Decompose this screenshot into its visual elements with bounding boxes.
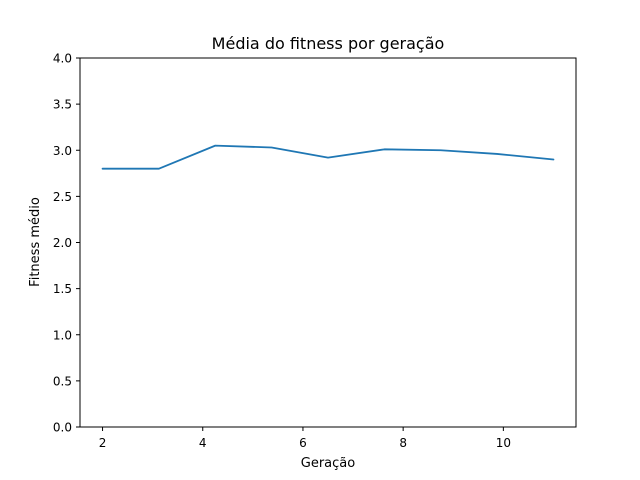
y-axis-ticks: 0.0 0.5 1.0 1.5 2.0 2.5 3.0 3.5 4.0 (53, 52, 80, 435)
y-tick-label: 3.0 (53, 144, 72, 158)
x-tick-label: 8 (399, 436, 407, 450)
x-axis-label: Geração (301, 456, 355, 471)
x-tick-label: 10 (496, 436, 511, 450)
y-tick-label: 2.0 (53, 236, 72, 250)
y-axis-label: Fitness médio (28, 197, 43, 287)
x-tick-label: 4 (199, 436, 207, 450)
y-tick-label: 0.0 (53, 421, 72, 435)
series-line (101, 144, 555, 170)
y-tick-label: 2.5 (53, 190, 72, 204)
x-tick-label: 6 (299, 436, 307, 450)
y-tick-label: 4.0 (53, 52, 72, 66)
chart-title: Média do fitness por geração (212, 34, 445, 53)
y-tick-label: 3.5 (53, 98, 72, 112)
y-tick-label: 1.0 (53, 328, 72, 342)
y-tick-label: 0.5 (53, 374, 72, 388)
x-axis-ticks: 2 4 6 8 10 (99, 427, 511, 450)
y-tick-label: 1.5 (53, 282, 72, 296)
plot-frame (79, 57, 577, 428)
series-layer (101, 144, 555, 170)
x-tick-label: 2 (99, 436, 107, 450)
